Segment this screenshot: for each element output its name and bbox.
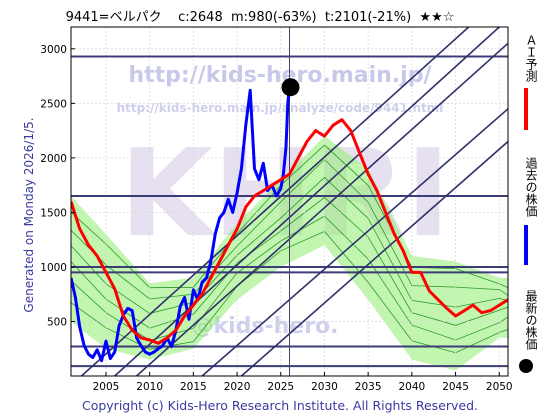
axes: 2005 2010 2015 2020 2025 2030 2035 2040 2045 2050… xyxy=(40,26,513,393)
series-lines xyxy=(71,87,508,363)
x-tick-label: 2030 xyxy=(311,381,338,393)
band-line xyxy=(71,215,508,341)
x-tick-label: 2015 xyxy=(180,381,207,393)
rating-stars: ★★☆ xyxy=(419,10,455,25)
latest-price-dot xyxy=(281,78,300,97)
ticker-name: 9441=ベルパク xyxy=(65,10,162,25)
band-line xyxy=(71,196,508,329)
x-tick-label: 2050 xyxy=(486,381,513,393)
copyright-text: Copyright (c) Kids-Hero Research Institu… xyxy=(81,398,479,413)
band-line xyxy=(71,144,508,289)
plot-frame xyxy=(70,26,509,377)
current-price: c:2648 xyxy=(178,10,223,25)
y-tick-label: 500 xyxy=(47,316,67,328)
legend-latest-dot xyxy=(519,359,533,373)
x-tick-label: 2045 xyxy=(442,381,469,393)
trend-line xyxy=(201,108,508,376)
trend-line xyxy=(80,27,470,376)
x-tick-label: 2025 xyxy=(267,381,294,393)
chart-header: 9441=ベルパク c:2648 m:980(-63%) t:2101(-21%… xyxy=(0,6,520,25)
legend-past-label: 過去の株価 xyxy=(524,157,538,217)
y-tick-label: 3000 xyxy=(40,44,67,56)
watermark-url-code: http://kids-hero.main.jp/analyze/code/94… xyxy=(117,101,444,115)
y-tick-label: 1000 xyxy=(40,262,67,274)
y-tick-label: 2500 xyxy=(40,98,67,110)
band-line xyxy=(71,158,508,300)
latest-marker xyxy=(281,78,300,97)
x-tick-label: 2040 xyxy=(398,381,425,393)
past-series-line xyxy=(71,87,291,363)
legend-ai-label: ＡＩ予測 xyxy=(524,34,538,83)
y-tick-label: 1500 xyxy=(40,207,67,219)
trend-line xyxy=(136,42,508,376)
trend-line xyxy=(240,140,508,376)
x-tick-label: 2005 xyxy=(93,381,120,393)
x-tick-label: 2010 xyxy=(136,381,163,393)
x-tick-label: 2020 xyxy=(224,381,251,393)
x-tick-label: 2035 xyxy=(355,381,382,393)
legend-latest-label: 最新の株価 xyxy=(524,290,538,350)
ai-series-line xyxy=(71,118,508,345)
target-price: t:2101(-21%) xyxy=(324,10,412,25)
band-line xyxy=(71,176,508,314)
min-price: m:980(-63%) xyxy=(231,10,317,25)
y-tick-label: 2000 xyxy=(40,153,67,165)
